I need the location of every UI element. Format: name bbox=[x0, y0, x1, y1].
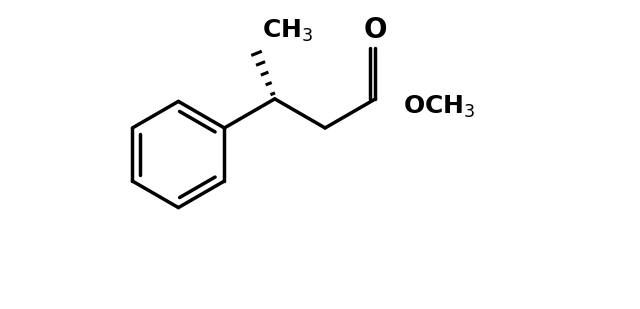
Text: CH$_3$: CH$_3$ bbox=[262, 18, 314, 44]
Text: O: O bbox=[364, 16, 387, 44]
Text: OCH$_3$: OCH$_3$ bbox=[403, 93, 476, 120]
